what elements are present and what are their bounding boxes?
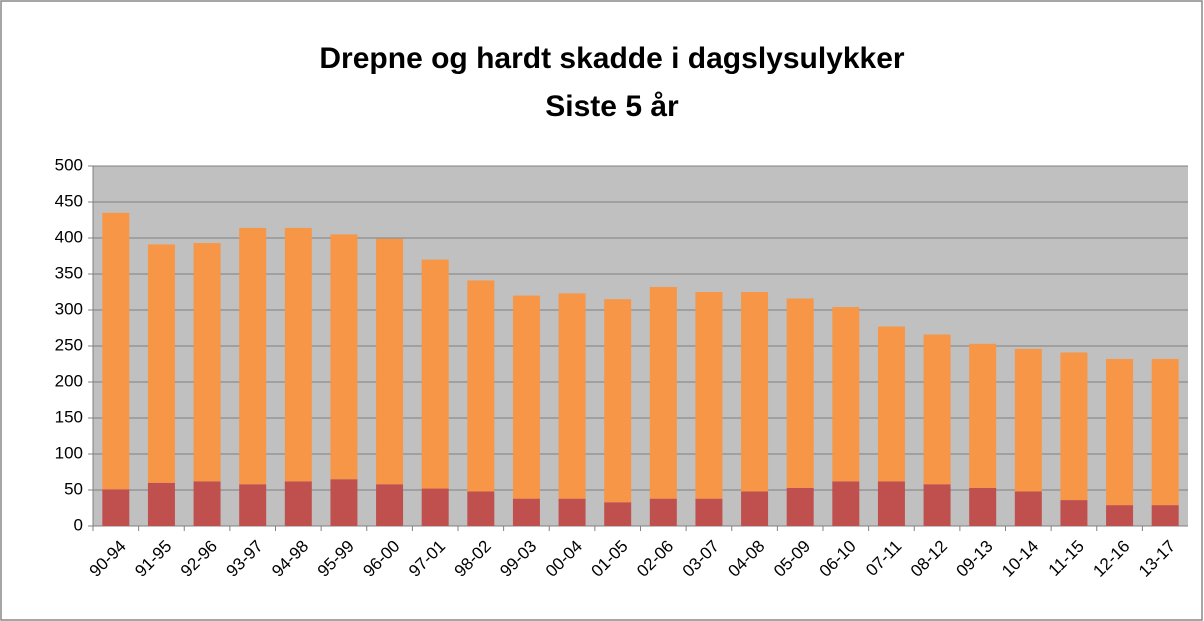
bar-segment: [786, 487, 814, 526]
y-tick-label: 400: [55, 227, 83, 246]
chart-title: Drepne og hardt skadde i dagslysulykker: [319, 42, 905, 75]
bar-segment: [147, 244, 175, 483]
bar-segment: [1106, 358, 1134, 506]
bar-segment: [649, 286, 677, 499]
y-tick-label: 200: [55, 371, 83, 390]
y-tick-label: 150: [55, 407, 83, 426]
bar-segment: [512, 498, 540, 526]
bar-segment: [558, 498, 586, 526]
bar-segment: [102, 212, 130, 490]
y-tick-label: 450: [55, 191, 83, 210]
bar-segment: [193, 481, 221, 526]
bar-segment: [649, 498, 677, 526]
y-tick-label: 250: [55, 335, 83, 354]
bar-segment: [786, 298, 814, 488]
bar-segment: [330, 234, 358, 480]
bar-segment: [969, 343, 997, 488]
bar-segment: [923, 334, 951, 485]
bar-segment: [1060, 500, 1088, 526]
bar-segment: [330, 479, 358, 526]
bar-segment: [923, 484, 951, 526]
bar-segment: [102, 489, 130, 526]
y-tick-label: 500: [55, 155, 83, 174]
bar-segment: [467, 491, 495, 526]
bar-segment: [376, 238, 404, 485]
bar-segment: [877, 326, 905, 482]
bar-segment: [1014, 491, 1042, 526]
bar-segment: [467, 280, 495, 492]
bar-segment: [1014, 348, 1042, 492]
bar-segment: [284, 481, 312, 526]
bar-segment: [969, 487, 997, 526]
bar-segment: [239, 227, 267, 485]
bar-segment: [193, 243, 221, 482]
bar-segment: [695, 498, 723, 526]
bar-segment: [741, 491, 769, 526]
bar-segment: [1151, 505, 1179, 526]
bar-segment: [741, 292, 769, 492]
bar-segment: [1106, 505, 1134, 526]
bar-segment: [604, 299, 632, 503]
bar-segment: [239, 484, 267, 526]
y-tick-label: 300: [55, 299, 83, 318]
y-tick-label: 50: [64, 479, 83, 498]
bar-segment: [284, 227, 312, 482]
bar-segment: [877, 481, 905, 526]
y-tick-label: 100: [55, 443, 83, 462]
bar-segment: [604, 502, 632, 526]
bar-segment: [558, 293, 586, 499]
chart-subtitle: Siste 5 år: [545, 90, 679, 123]
bar-segment: [695, 292, 723, 499]
bar-segment: [376, 484, 404, 526]
bar-segment: [1060, 352, 1088, 501]
bar-segment: [421, 488, 449, 526]
bar-segment: [832, 481, 860, 526]
bar-segment: [1151, 358, 1179, 506]
y-tick-label: 0: [74, 515, 83, 534]
bar-segment: [512, 295, 540, 499]
y-tick-label: 350: [55, 263, 83, 282]
bar-segment: [147, 482, 175, 526]
bar-segment: [421, 259, 449, 489]
bar-segment: [832, 307, 860, 482]
